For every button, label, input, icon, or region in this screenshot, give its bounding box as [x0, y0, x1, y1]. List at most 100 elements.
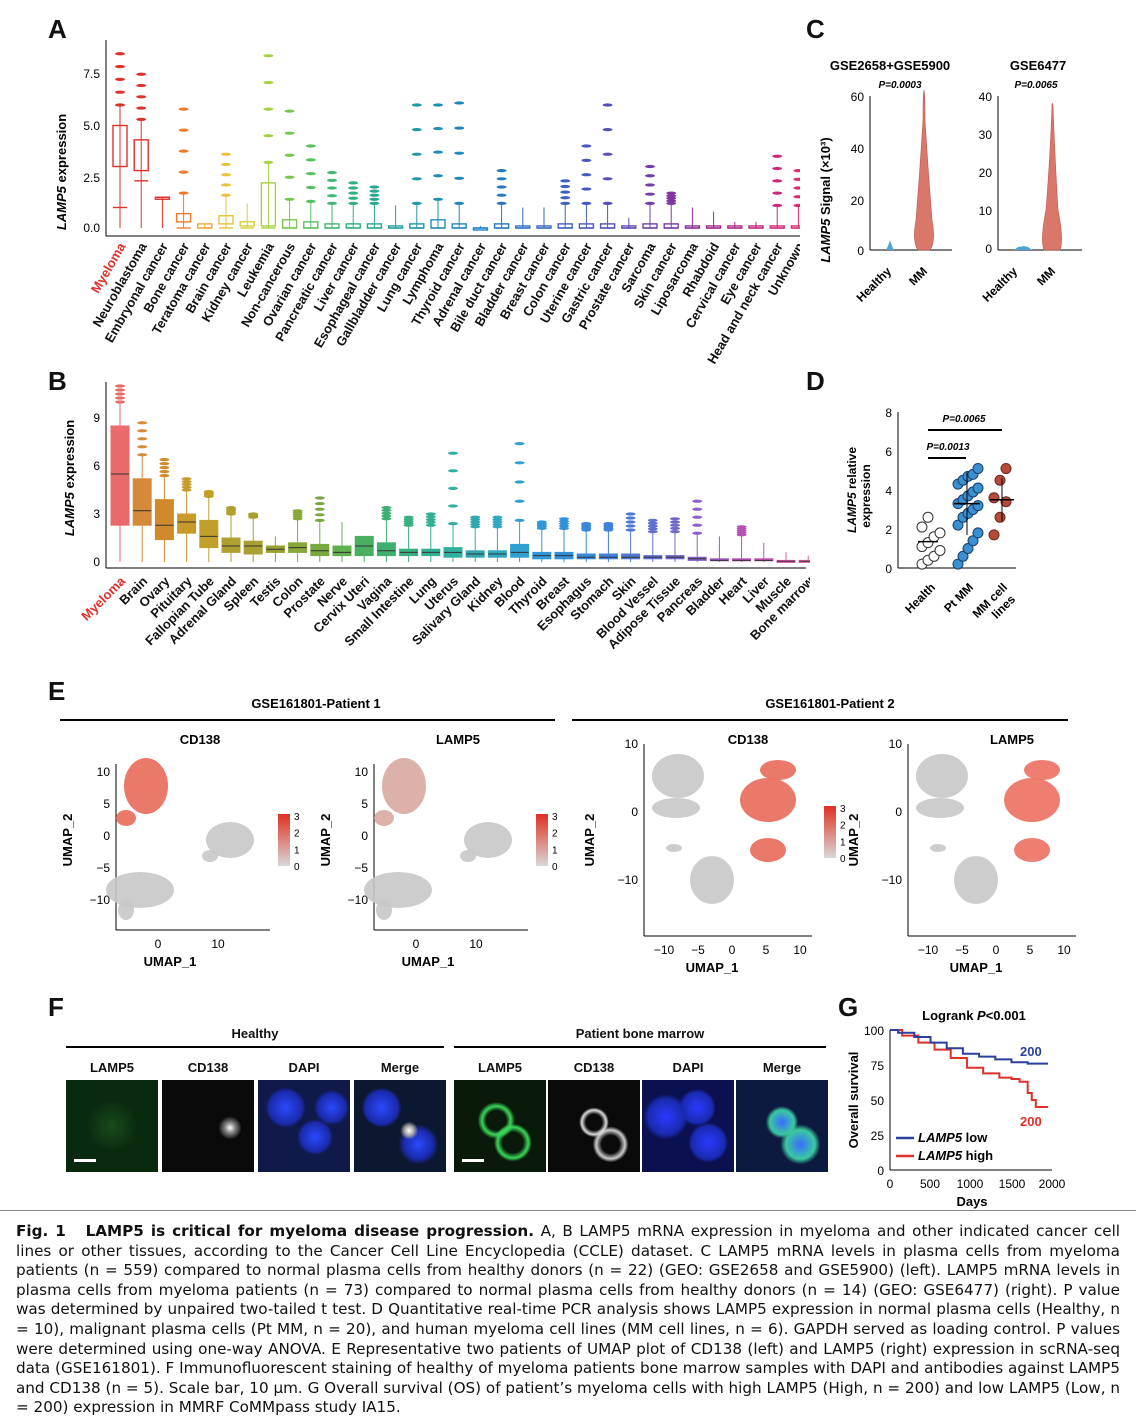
- svg-text:Healthy: Healthy: [980, 264, 1021, 305]
- svg-text:100: 100: [864, 1024, 884, 1038]
- svg-text:P=0.0065: P=0.0065: [942, 414, 986, 425]
- svg-text:2: 2: [294, 829, 300, 840]
- svg-text:LAMP5: LAMP5: [436, 732, 480, 747]
- box-ovarian-cancer: [303, 144, 319, 229]
- svg-text:10: 10: [211, 937, 225, 951]
- svg-text:MM: MM: [906, 264, 930, 288]
- svg-text:0: 0: [895, 805, 902, 819]
- svg-text:LAMP5 high: LAMP5 high: [918, 1148, 993, 1163]
- box-cervical-cancer: [727, 221, 743, 229]
- figure-caption: Fig. 1 LAMP5 is critical for myeloma dis…: [16, 1222, 1121, 1417]
- box-eye-cancer: [748, 221, 764, 229]
- svg-text:1: 1: [294, 845, 300, 856]
- micrograph-healthy-lamp5: [66, 1080, 158, 1172]
- panel-a-ylabel: LAMP5 expression: [54, 114, 69, 230]
- svg-text:2000: 2000: [1039, 1177, 1066, 1191]
- svg-text:−5: −5: [354, 861, 368, 875]
- svg-text:25: 25: [871, 1129, 885, 1143]
- box-gastric-cancer: [599, 103, 616, 229]
- violin-mm-right: [1042, 102, 1062, 251]
- micrograph-healthy-dapi: [258, 1080, 350, 1172]
- violin-healthy-left: [886, 240, 894, 250]
- box-embryonal-cancer: [154, 196, 171, 228]
- svg-text:6: 6: [93, 459, 100, 473]
- panel-g-survival: Logrank P<0.001 Overall survival 100 75 …: [846, 1008, 1066, 1209]
- channel-label-cd138: CD138: [573, 1060, 615, 1075]
- svg-text:9: 9: [93, 411, 100, 425]
- svg-text:0: 0: [877, 1164, 884, 1178]
- box-prostate: [310, 496, 330, 562]
- svg-text:7.5: 7.5: [83, 67, 100, 81]
- svg-text:60: 60: [851, 90, 865, 104]
- box-myeloma: [110, 384, 130, 562]
- svg-text:5.0: 5.0: [83, 119, 100, 133]
- box-blood-vessel: [643, 518, 663, 562]
- box-colon-cancer: [557, 179, 573, 229]
- micrograph-patient-merge: [736, 1080, 828, 1172]
- svg-text:LAMP5 low: LAMP5 low: [918, 1130, 988, 1145]
- micrograph-healthy-merge: [354, 1080, 446, 1172]
- svg-text:8: 8: [885, 406, 892, 420]
- svg-text:40: 40: [979, 90, 993, 104]
- svg-text:30: 30: [979, 128, 993, 142]
- svg-text:−10: −10: [882, 873, 903, 887]
- box-thyroid-cancer: [451, 101, 467, 229]
- box-sarcoma: [642, 164, 658, 229]
- panel-f-microscopy: Healthy Patient bone marrow LAMP5 CD138 DA…: [66, 1026, 828, 1206]
- svg-text:−10: −10: [918, 943, 939, 957]
- box-testis: [265, 536, 285, 562]
- channel-label-merge: Merge: [762, 1060, 802, 1075]
- box-lymphoma: [430, 103, 446, 229]
- box-rhabdoid: [705, 211, 722, 229]
- survival-curve-low: [890, 1029, 1048, 1065]
- micrograph-patient-lamp5: [454, 1080, 546, 1172]
- svg-text:MM: MM: [1034, 264, 1058, 288]
- panel-d-dotplot: LAMP5 relative expression 8 6 4 2 0 P=0.…: [845, 406, 1018, 621]
- box-spleen: [243, 512, 263, 562]
- panel-b-ylabel: LAMP5 expression: [62, 420, 77, 536]
- svg-text:10: 10: [889, 737, 903, 751]
- svg-text:10: 10: [469, 937, 483, 951]
- svg-text:3: 3: [93, 507, 100, 521]
- scale-bar: [462, 1159, 484, 1162]
- svg-text:6: 6: [885, 445, 892, 459]
- svg-text:0: 0: [552, 862, 558, 873]
- svg-text:3: 3: [840, 804, 846, 815]
- svg-text:0: 0: [993, 943, 1000, 957]
- box-liposarcoma: [684, 207, 701, 229]
- svg-text:5: 5: [103, 797, 110, 811]
- svg-text:2: 2: [840, 821, 846, 832]
- scale-bar: [74, 1159, 96, 1162]
- svg-text:5: 5: [763, 943, 770, 957]
- svg-text:−10: −10: [654, 943, 675, 957]
- svg-text:0: 0: [413, 937, 420, 951]
- svg-text:expression: expression: [859, 464, 873, 527]
- box-adrenal-cancer: [472, 225, 489, 231]
- violin-healthy-right: [1014, 246, 1032, 250]
- panel-c-label: C: [806, 14, 825, 44]
- svg-text:50: 50: [871, 1094, 885, 1108]
- box-liver-cancer: [345, 181, 361, 229]
- channel-label-lamp5: LAMP5: [477, 1060, 523, 1075]
- svg-text:0.0: 0.0: [83, 221, 100, 235]
- panel-c-right-pvalue: P=0.0065: [1014, 80, 1058, 91]
- panel-g-label: G: [838, 992, 859, 1022]
- box-uterine-cancer: [578, 144, 595, 229]
- svg-text:20: 20: [851, 194, 865, 208]
- svg-text:0: 0: [631, 805, 638, 819]
- panel-b-label: B: [48, 366, 67, 396]
- svg-text:Health: Health: [902, 580, 938, 616]
- svg-text:0: 0: [155, 937, 162, 951]
- box-kidney: [487, 515, 507, 562]
- box-fallopian-tube: [199, 490, 219, 562]
- svg-text:1500: 1500: [999, 1177, 1026, 1191]
- svg-text:0: 0: [103, 829, 110, 843]
- box-esophageal-cancer: [366, 185, 383, 229]
- svg-text:40: 40: [851, 142, 865, 156]
- panel-f-patient-title: Patient bone marrow: [575, 1026, 705, 1041]
- box-gallbladder-cancer: [387, 205, 404, 229]
- svg-text:UMAP_2: UMAP_2: [60, 814, 75, 867]
- channel-label-cd138: CD138: [187, 1060, 229, 1075]
